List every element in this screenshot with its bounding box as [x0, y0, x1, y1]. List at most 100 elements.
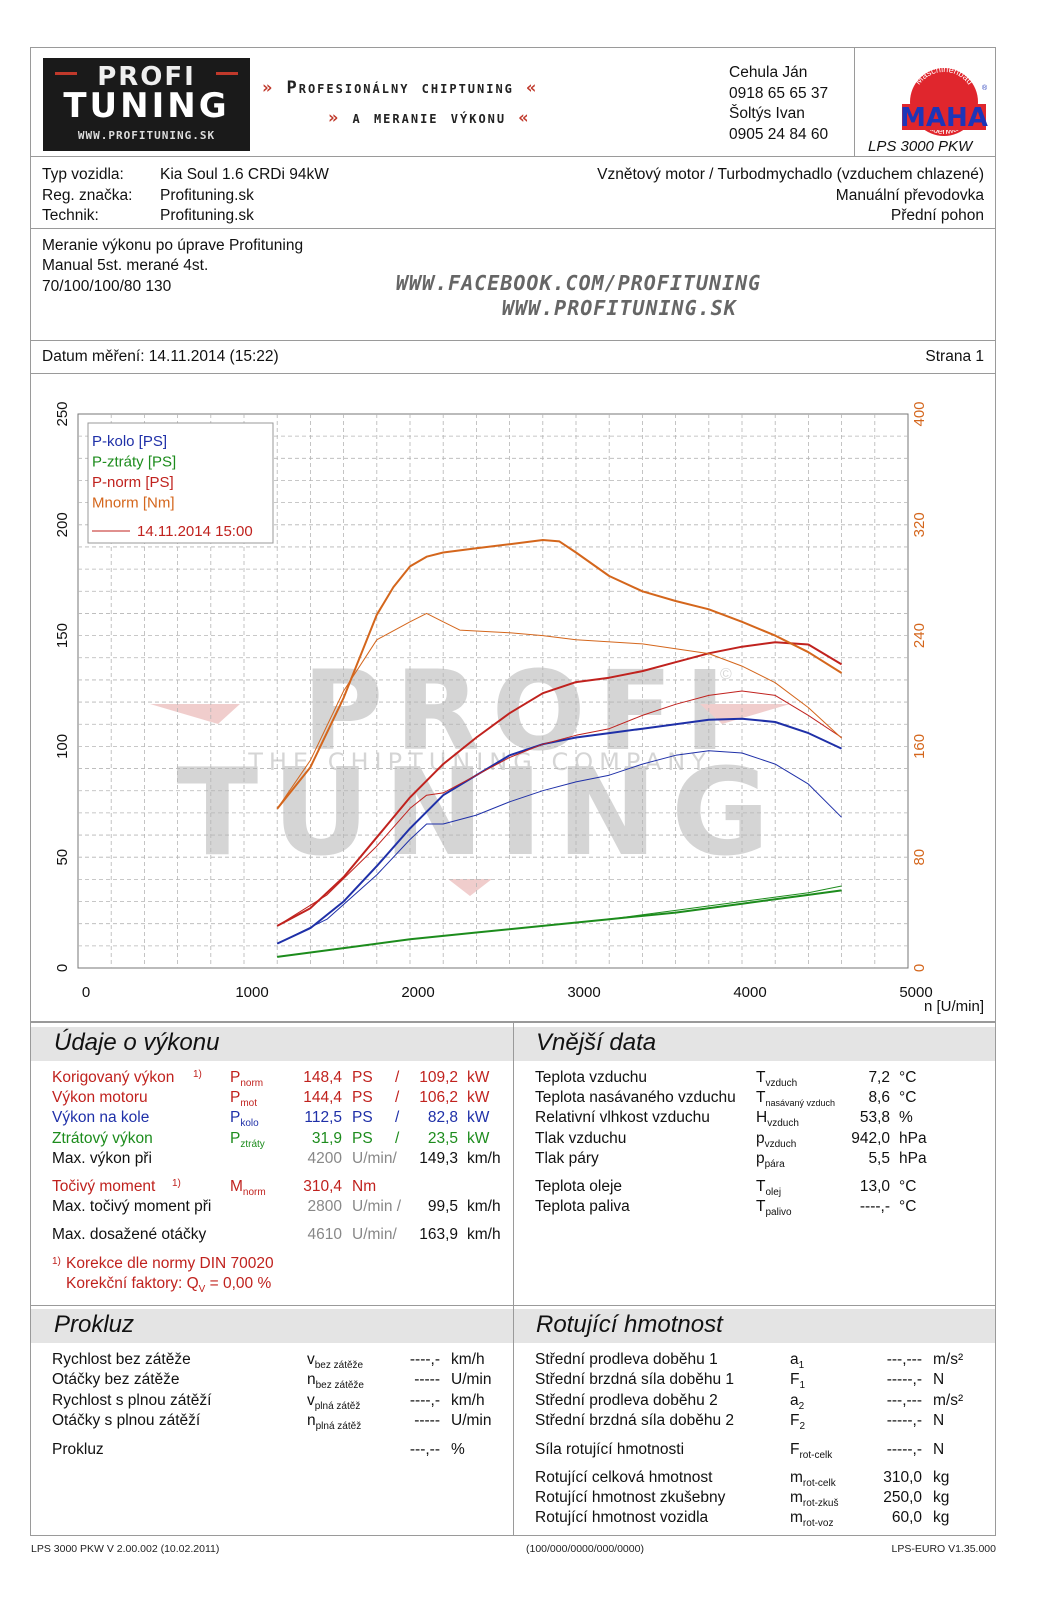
- slip-symbol: vplná zátěž: [307, 1392, 361, 1412]
- rot-value: ---,---: [886, 1351, 922, 1368]
- rotating-title: Rotující hmotnost: [536, 1311, 723, 1338]
- torque-symbol-sub: norm: [242, 1187, 266, 1198]
- x-tick-label: 5000: [899, 984, 932, 1001]
- watermark: PROFI THE CHIPTUNING COMPANY TUNING ©: [150, 647, 790, 896]
- max-torque-label: Max. točivý moment při: [52, 1198, 212, 1215]
- header-box: [30, 47, 996, 157]
- series-p-kolo-ref: [276, 750, 842, 945]
- slip-symbol: nbez zátěže: [307, 1371, 364, 1391]
- ext-unit: °C: [899, 1178, 917, 1195]
- page-number: Strana 1: [925, 348, 984, 365]
- ext-symbol: ppára: [756, 1150, 785, 1170]
- torque-symbol: Mnorm: [230, 1178, 266, 1198]
- rot-symbol-sub: rot-celk: [802, 1478, 836, 1489]
- ext-symbol: Tolej: [756, 1178, 782, 1198]
- watermark-copy: ©: [720, 666, 732, 683]
- slip-unit: km/h: [451, 1392, 485, 1409]
- rot-label: Rotující hmotnost vozidla: [535, 1509, 709, 1526]
- maha-name: MAHA: [900, 103, 988, 133]
- ext-value: ----,-: [859, 1198, 890, 1215]
- slip-value: -----: [414, 1412, 440, 1429]
- slogan-line1: » Profesionálny chiptuning «: [262, 78, 539, 98]
- norm-note-sup: 1): [52, 1256, 61, 1267]
- slip-symbol: nplná zátěž: [307, 1412, 362, 1432]
- slip-label: Prokluz: [52, 1441, 104, 1458]
- torque-value: 310,4: [303, 1178, 342, 1195]
- legend-entry: Mnorm [Nm]: [92, 495, 175, 512]
- perf-label: Ztrátový výkon: [52, 1130, 153, 1147]
- rot-symbol: mrot-zkuš: [790, 1489, 839, 1509]
- max-power-rpm-unit: U/min/: [352, 1150, 397, 1167]
- ext-value: 7,2: [868, 1069, 890, 1086]
- slip-unit: U/min: [451, 1371, 492, 1388]
- rot-symbol-sub: rot-voz: [802, 1518, 834, 1529]
- slogan1-text: Profesionálny chiptuning: [286, 78, 514, 98]
- slip-label: Otáčky s plnou zátěží: [52, 1412, 201, 1429]
- series-p-norm-ps: [276, 641, 843, 927]
- perf-value-kw: 106,2: [419, 1089, 458, 1106]
- vehicle-box: [30, 157, 996, 229]
- max-torque-speed: 99,5: [427, 1198, 458, 1215]
- torque-unit: Nm: [352, 1178, 377, 1195]
- footer-center: (100/000/0000/000/0000): [526, 1543, 644, 1555]
- rot-label: Síla rotující hmotnosti: [535, 1441, 685, 1458]
- rot-symbol: a2: [790, 1392, 805, 1412]
- max-power-speed: 149,3: [419, 1150, 458, 1167]
- chart-legend: P-kolo [PS] P-ztráty [PS] P-norm [PS] Mnorm…: [87, 422, 274, 544]
- torque-sup: 1): [172, 1178, 181, 1189]
- perf-sep: /: [395, 1109, 400, 1126]
- contact-name1: Cehula Ján: [729, 64, 808, 81]
- ext-label: Tlak páry: [535, 1150, 599, 1167]
- max-power-label: Max. výkon při: [52, 1150, 152, 1167]
- y-left-tick-label: 50: [54, 849, 71, 866]
- ext-symbol-sub: vzduch: [764, 1139, 797, 1150]
- external-title: Vnější data: [536, 1029, 657, 1056]
- rot-symbol: mrot-celk: [790, 1469, 836, 1489]
- y-left-tick-label: 0: [54, 964, 71, 972]
- slip-value: ----,-: [409, 1392, 440, 1409]
- perf-symbol: Pkolo: [230, 1109, 259, 1129]
- norm-note-line1: Korekce dle normy DIN 70020: [66, 1255, 274, 1272]
- max-torque-rpm: 2800: [307, 1198, 342, 1215]
- rot-unit: N: [933, 1412, 945, 1429]
- legend-entry: P-kolo [PS]: [92, 433, 167, 450]
- results-divider: [513, 1022, 514, 1306]
- torque-label: Točivý moment: [52, 1178, 156, 1195]
- max-rpm-speed: 163,9: [419, 1226, 458, 1243]
- ext-value: 8,6: [868, 1089, 890, 1106]
- rot-unit: kg: [933, 1469, 950, 1486]
- facebook-url: WWW.FACEBOOK.COM/PROFITUNING: [396, 271, 762, 295]
- power-chart: PROFI THE CHIPTUNING COMPANY TUNING © 0 1…: [54, 401, 984, 1015]
- rot-title-band: [514, 1309, 995, 1343]
- perf-symbol: Pmot: [230, 1089, 258, 1109]
- ext-label: Relativní vlhkost vzduchu: [535, 1109, 710, 1126]
- contact-phone1: 0918 65 65 37: [729, 85, 829, 102]
- perf-unit-kw: kW: [467, 1089, 490, 1106]
- rot-symbol: F1: [790, 1371, 806, 1391]
- legend-run-label: 14.11.2014 15:00: [137, 523, 253, 540]
- ext-unit: °C: [899, 1198, 917, 1215]
- rot-symbol-sub: rot-zkuš: [802, 1498, 839, 1509]
- website-url: WWW.PROFITUNING.SK: [502, 296, 737, 320]
- measurement-date: Datum měření: 14.11.2014 (15:22): [42, 348, 279, 365]
- slogan-line2: » a meranie výkonu «: [328, 108, 531, 128]
- slip-symbol-sub: bez zátěže: [314, 1360, 364, 1371]
- rot-unit: kg: [933, 1509, 950, 1526]
- rot-unit: N: [933, 1441, 945, 1458]
- perf-unit-kw: kW: [467, 1069, 490, 1086]
- rot-unit: m/s²: [933, 1392, 964, 1409]
- perf-title-band: [31, 1027, 513, 1061]
- slip-unit: km/h: [451, 1351, 485, 1368]
- perf-unit-kw: kW: [467, 1130, 490, 1147]
- note-line3: 70/100/100/80 130: [42, 278, 172, 295]
- watermark-line3: TUNING: [176, 744, 783, 883]
- perf-sep: /: [395, 1089, 400, 1106]
- y-left-tick-label: 100: [54, 734, 71, 759]
- max-rpm-label: Max. dosažené otáčky: [52, 1226, 207, 1243]
- rot-value: 250,0: [883, 1489, 922, 1506]
- perf-sep: /: [395, 1069, 400, 1086]
- perf-value-ps: 31,9: [311, 1130, 342, 1147]
- perf-symbol-sub: mot: [240, 1098, 258, 1109]
- perf-unit-ps: PS: [352, 1130, 373, 1147]
- x-tick-label: 2000: [401, 984, 434, 1001]
